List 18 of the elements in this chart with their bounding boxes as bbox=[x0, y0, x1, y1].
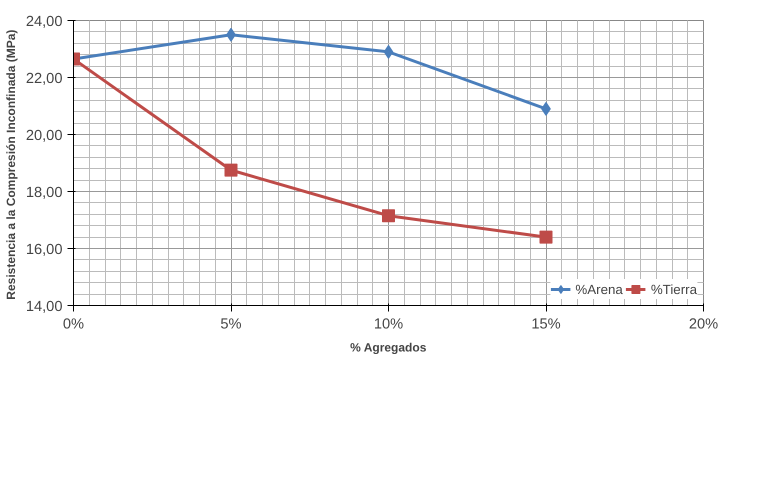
y-axis-title: Resistencia a la Compresión Inconfinada (MPa) bbox=[4, 30, 18, 300]
x-axis-title: % Agregados bbox=[350, 340, 427, 354]
x-tick-label: 15% bbox=[531, 316, 561, 332]
y-tick-label: 24,00 bbox=[26, 14, 63, 30]
legend-label: %Arena bbox=[575, 282, 623, 296]
point bbox=[224, 164, 238, 177]
legend-label: %Tierra bbox=[650, 282, 697, 296]
y-tick-label: 20,00 bbox=[26, 128, 63, 144]
y-tick-label: 22,00 bbox=[26, 71, 63, 87]
y-tick-label: 16,00 bbox=[26, 242, 63, 258]
point bbox=[382, 209, 395, 222]
x-tick-label: 0% bbox=[62, 316, 84, 332]
point bbox=[540, 230, 552, 244]
x-tick-label: 5% bbox=[220, 316, 242, 332]
x-tick-label: 20% bbox=[688, 316, 718, 332]
x-tick-label: 10% bbox=[374, 316, 404, 332]
y-tick-label: 18,00 bbox=[26, 185, 63, 201]
y-tick-label: 14,00 bbox=[26, 299, 63, 315]
